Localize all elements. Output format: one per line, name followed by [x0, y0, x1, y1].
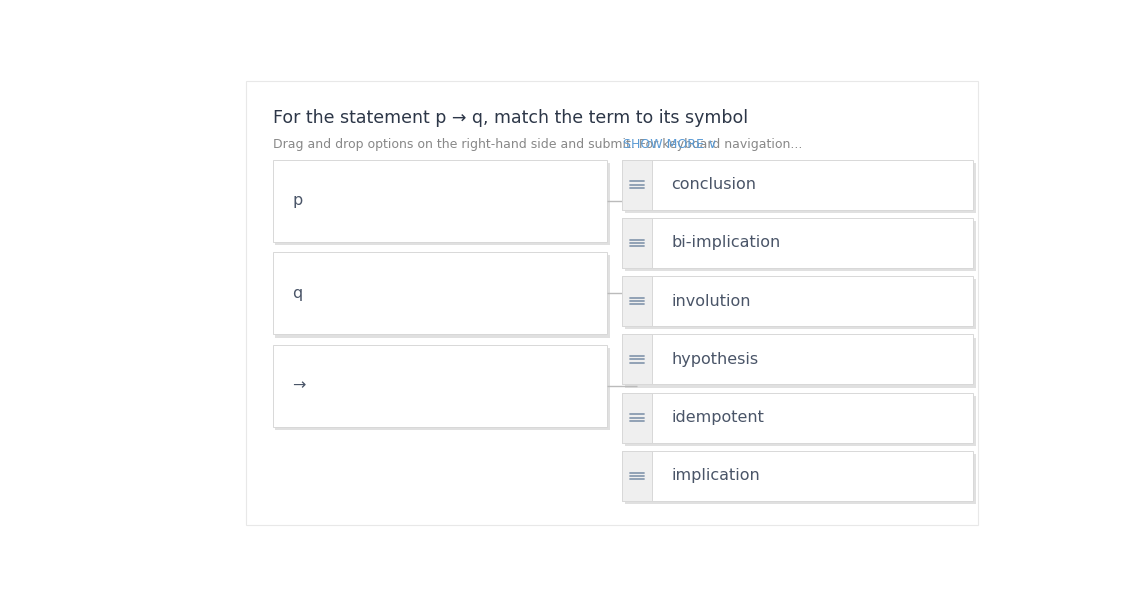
Text: hypothesis: hypothesis [671, 352, 759, 367]
Bar [622, 276, 652, 326]
Text: For the statement p → q, match the term to its symbol: For the statement p → q, match the term … [273, 109, 748, 127]
Bar [273, 160, 607, 242]
Bar [625, 396, 975, 446]
Bar [275, 348, 610, 430]
Text: bi-implication: bi-implication [671, 235, 781, 250]
Bar [622, 218, 973, 268]
Bar [246, 81, 979, 525]
Text: →: → [292, 378, 306, 393]
Bar [622, 160, 973, 209]
Text: involution: involution [671, 293, 751, 308]
Bar [622, 451, 652, 501]
Bar [625, 454, 975, 504]
Bar [622, 276, 973, 326]
Bar [625, 221, 975, 271]
Bar [622, 334, 652, 385]
Text: q: q [292, 286, 303, 301]
Bar [622, 451, 973, 501]
Bar [622, 160, 652, 209]
Bar [622, 218, 652, 268]
Bar [622, 392, 973, 443]
Bar [275, 163, 610, 245]
Text: p: p [292, 193, 303, 208]
Text: Drag and drop options on the right-hand side and submit. For keyboard navigation: Drag and drop options on the right-hand … [273, 137, 802, 151]
Text: SHOW MORE ∨: SHOW MORE ∨ [615, 137, 717, 151]
Bar [273, 344, 607, 427]
Bar [625, 163, 975, 213]
Text: conclusion: conclusion [671, 177, 757, 192]
Bar [275, 256, 610, 338]
Bar [625, 280, 975, 329]
Bar [622, 334, 973, 385]
Bar [622, 392, 652, 443]
Bar [273, 252, 607, 334]
Bar [625, 338, 975, 388]
Text: idempotent: idempotent [671, 410, 765, 425]
Text: implication: implication [671, 468, 760, 483]
